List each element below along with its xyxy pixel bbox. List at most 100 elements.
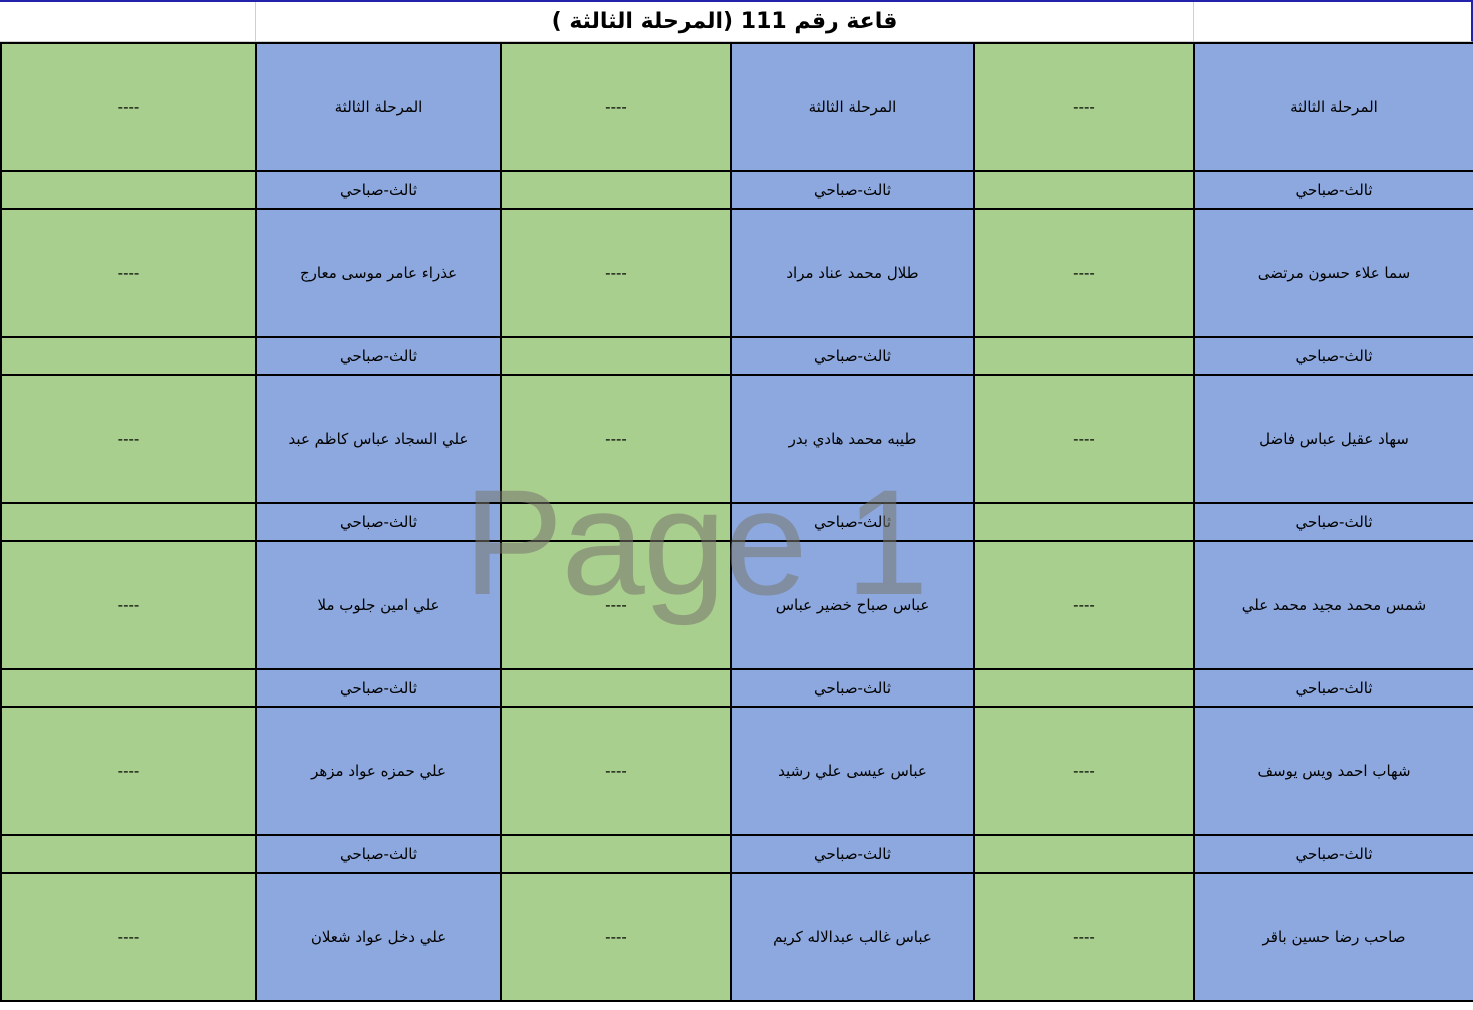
cell-text: ---- — [1073, 928, 1095, 946]
grid-cell[interactable] — [0, 668, 257, 708]
grid-cell[interactable]: ثالث-صباحي — [255, 668, 502, 708]
grid-cell[interactable] — [500, 834, 732, 874]
cell-text: علي حمزه عواد مزهر — [311, 762, 446, 780]
grid-cell[interactable]: ---- — [0, 208, 257, 338]
grid-cell[interactable] — [500, 502, 732, 542]
grid-cell[interactable] — [973, 336, 1195, 376]
grid-cell[interactable]: علي السجاد عباس كاظم عبد — [255, 374, 502, 504]
cell-text: سهاد عقيل عباس فاضل — [1259, 430, 1409, 448]
grid-cell[interactable] — [500, 170, 732, 210]
grid-cell[interactable]: ثالث-صباحي — [1193, 336, 1473, 376]
cell-text: ثالث-صباحي — [1295, 513, 1373, 531]
cell-text: علي دخل عواد شعلان — [310, 928, 447, 946]
cell-text: ---- — [117, 98, 140, 116]
grid-cell[interactable]: طلال محمد عناد مراد — [730, 208, 975, 338]
grid-cell[interactable]: ---- — [500, 42, 732, 172]
grid-cell[interactable]: ثالث-صباحي — [730, 170, 975, 210]
grid-cell[interactable]: علي امين جلوب ملا — [255, 540, 502, 670]
student-row: شمس محمد مجيد محمد علي ---- عباس صباح خضير… — [0, 540, 1473, 670]
section-row: ثالث-صباحي ثالث-صباحي ثالث-صباحي — [0, 170, 1473, 210]
grid-cell[interactable]: عباس صباح خضير عباس — [730, 540, 975, 670]
grid-cell[interactable]: ---- — [0, 872, 257, 1002]
cell-text: عباس غالب عبدالاله كريم — [773, 928, 932, 946]
cell-text: ---- — [1073, 430, 1095, 448]
grid-cell[interactable]: عباس عيسى علي رشيد — [730, 706, 975, 836]
cell-text: ---- — [605, 762, 627, 780]
grid-cell[interactable]: ثالث-صباحي — [730, 502, 975, 542]
student-row: شهاب احمد ويس يوسف ---- عباس عيسى علي رشيد… — [0, 706, 1473, 836]
grid-cell[interactable]: ---- — [973, 540, 1195, 670]
section-row: ثالث-صباحي ثالث-صباحي ثالث-صباحي — [0, 336, 1473, 376]
cell-text: ---- — [1073, 98, 1095, 116]
grid-cell[interactable] — [500, 336, 732, 376]
grid-cell[interactable]: المرحلة الثالثة — [1193, 42, 1473, 172]
grid-cell[interactable] — [973, 502, 1195, 542]
grid-cell[interactable] — [0, 170, 257, 210]
cell-text: ---- — [1073, 762, 1095, 780]
grid-cell[interactable]: ثالث-صباحي — [730, 834, 975, 874]
cell-text: المرحلة الثالثة — [808, 98, 897, 116]
grid-cell[interactable]: ---- — [500, 706, 732, 836]
grid-cell[interactable]: عباس غالب عبدالاله كريم — [730, 872, 975, 1002]
grid-cell[interactable]: ---- — [500, 540, 732, 670]
grid-cell[interactable] — [500, 668, 732, 708]
cell-text: ---- — [117, 264, 140, 282]
grid-cell[interactable]: علي دخل عواد شعلان — [255, 872, 502, 1002]
grid-cell[interactable]: علي حمزه عواد مزهر — [255, 706, 502, 836]
grid-cell[interactable]: ---- — [973, 706, 1195, 836]
seating-grid-body: المرحلة الثالثة ---- المرحلة الثالثة ---- ال… — [0, 42, 1473, 1002]
grid-cell[interactable]: ---- — [500, 374, 732, 504]
grid-cell[interactable] — [0, 336, 257, 376]
grid-cell[interactable]: ---- — [973, 374, 1195, 504]
grid-cell[interactable] — [973, 668, 1195, 708]
grid-cell[interactable]: ثالث-صباحي — [1193, 668, 1473, 708]
grid-cell[interactable]: صاحب رضا حسين باقر — [1193, 872, 1473, 1002]
grid-cell[interactable]: ثالث-صباحي — [1193, 502, 1473, 542]
grid-cell[interactable]: ---- — [973, 872, 1195, 1002]
grid-cell[interactable]: ---- — [0, 374, 257, 504]
cell-text: عباس صباح خضير عباس — [775, 596, 930, 614]
grid-cell[interactable]: ثالث-صباحي — [730, 668, 975, 708]
grid-cell[interactable]: ---- — [0, 42, 257, 172]
grid-cell[interactable] — [0, 502, 257, 542]
page-title: قاعة رقم 111 (المرحلة الثالثة ) — [551, 9, 898, 34]
cell-text: صاحب رضا حسين باقر — [1262, 928, 1406, 946]
grid-cell[interactable]: ثالث-صباحي — [255, 502, 502, 542]
grid-cell[interactable]: شهاب احمد ويس يوسف — [1193, 706, 1473, 836]
cell-text: ---- — [117, 430, 140, 448]
grid-cell[interactable]: شمس محمد مجيد محمد علي — [1193, 540, 1473, 670]
grid-cell[interactable] — [973, 834, 1195, 874]
grid-cell[interactable]: ثالث-صباحي — [255, 336, 502, 376]
section-row: ثالث-صباحي ثالث-صباحي ثالث-صباحي — [0, 502, 1473, 542]
cell-text: ثالث-صباحي — [813, 513, 892, 531]
grid-cell[interactable]: طيبه محمد هادي بدر — [730, 374, 975, 504]
header-cell-left[interactable] — [0, 2, 255, 42]
grid-cell[interactable]: ---- — [500, 208, 732, 338]
grid-cell[interactable] — [0, 834, 257, 874]
grid-cell[interactable]: سهاد عقيل عباس فاضل — [1193, 374, 1473, 504]
grid-cell[interactable]: المرحلة الثالثة — [730, 42, 975, 172]
grid-cell[interactable]: عذراء عامر موسى معارج — [255, 208, 502, 338]
grid-cell[interactable]: ثالث-صباحي — [255, 834, 502, 874]
grid-cell[interactable]: ---- — [973, 42, 1195, 172]
grid-cell[interactable]: ---- — [500, 872, 732, 1002]
student-row: المرحلة الثالثة ---- المرحلة الثالثة ---- ال… — [0, 42, 1473, 172]
student-row: سما علاء حسون مرتضى ---- طلال محمد عناد مر… — [0, 208, 1473, 338]
grid-cell[interactable]: سما علاء حسون مرتضى — [1193, 208, 1473, 338]
cell-text: عباس عيسى علي رشيد — [778, 762, 927, 780]
header-cell-right[interactable] — [1193, 2, 1473, 42]
hall-title-cell[interactable]: قاعة رقم 111 (المرحلة الثالثة ) — [255, 2, 1193, 42]
grid-cell[interactable]: المرحلة الثالثة — [255, 42, 502, 172]
grid-cell[interactable]: ثالث-صباحي — [1193, 170, 1473, 210]
grid-cell[interactable]: ثالث-صباحي — [730, 336, 975, 376]
grid-cell[interactable]: ---- — [0, 540, 257, 670]
grid-cell[interactable]: ---- — [973, 208, 1195, 338]
grid-cell[interactable]: ثالث-صباحي — [255, 170, 502, 210]
cell-text: ثالث-صباحي — [1295, 347, 1373, 365]
cell-text: طلال محمد عناد مراد — [786, 264, 919, 282]
grid-cell[interactable] — [973, 170, 1195, 210]
cell-text: ثالث-صباحي — [339, 513, 418, 531]
grid-cell[interactable]: ---- — [0, 706, 257, 836]
grid-cell[interactable]: ثالث-صباحي — [1193, 834, 1473, 874]
